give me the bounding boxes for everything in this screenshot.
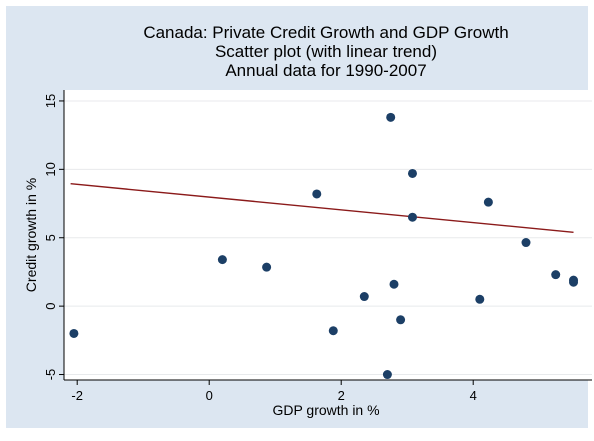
trend-line-group bbox=[70, 183, 574, 233]
y-tick-label: 15 bbox=[43, 94, 58, 108]
data-point bbox=[359, 292, 369, 302]
y-axis-label: Credit growth in % bbox=[23, 178, 39, 292]
data-point bbox=[475, 294, 485, 304]
data-point bbox=[262, 262, 272, 272]
x-tick-label: 2 bbox=[338, 388, 345, 403]
data-point bbox=[386, 112, 396, 122]
data-point bbox=[312, 189, 322, 199]
data-point bbox=[396, 315, 406, 325]
data-point bbox=[328, 326, 338, 336]
chart-title-line-3: Annual data for 1990-2007 bbox=[225, 61, 426, 80]
y-tick-label: 0 bbox=[43, 303, 58, 310]
data-point bbox=[521, 238, 531, 248]
x-axis-label: GDP growth in % bbox=[272, 402, 379, 418]
data-point bbox=[69, 328, 79, 338]
chart-title-line-2: Scatter plot (with linear trend) bbox=[215, 42, 437, 61]
data-point bbox=[483, 197, 493, 207]
x-tick-label: 0 bbox=[206, 388, 213, 403]
y-tick-label: -5 bbox=[43, 369, 58, 381]
plot-area bbox=[64, 90, 592, 380]
x-tick-label: 4 bbox=[470, 388, 477, 403]
data-point bbox=[407, 168, 417, 178]
y-tick-label: 5 bbox=[43, 234, 58, 241]
data-point bbox=[551, 270, 561, 280]
data-point bbox=[389, 279, 399, 289]
data-point bbox=[217, 255, 227, 265]
chart-title-line-1: Canada: Private Credit Growth and GDP Gr… bbox=[143, 23, 508, 42]
data-points bbox=[69, 112, 579, 380]
data-point bbox=[407, 212, 417, 222]
x-tick-label: -2 bbox=[71, 388, 83, 403]
y-tick-label: 10 bbox=[43, 162, 58, 176]
data-point bbox=[382, 370, 392, 380]
trend-line bbox=[70, 183, 574, 233]
grid-lines bbox=[64, 100, 592, 376]
data-point bbox=[569, 277, 579, 287]
